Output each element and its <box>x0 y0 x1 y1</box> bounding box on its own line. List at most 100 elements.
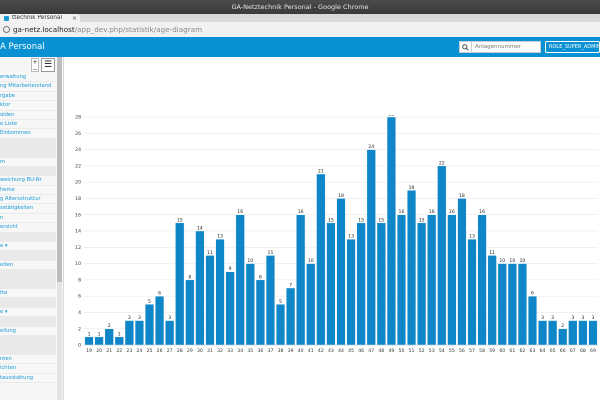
role-button[interactable]: ROLE_SUPER_ADMIN <box>545 41 600 53</box>
minus-icon: − <box>32 66 38 73</box>
close-tab-icon[interactable]: × <box>71 14 77 22</box>
browser-tab[interactable]: ttechnik Personal × <box>0 14 80 22</box>
plus-icon: + <box>32 59 38 66</box>
bar <box>376 222 386 346</box>
sidebar-item <box>0 298 56 308</box>
y-tick-label: 14 <box>75 229 81 235</box>
age-bar-chart: 0246810121416182022242628119120221122323… <box>75 115 598 354</box>
search-input[interactable] <box>472 41 541 53</box>
zoom-toggle-button[interactable]: + − <box>31 58 39 73</box>
app-brand[interactable]: A Personal <box>0 42 45 52</box>
bar <box>558 328 568 346</box>
bar <box>538 320 548 346</box>
x-tick-label: 54 <box>439 348 445 354</box>
bar-value-label: 3 <box>168 315 171 321</box>
bar-value-label: 8 <box>259 274 262 280</box>
x-tick-label: 63 <box>530 348 536 354</box>
sidebar-item[interactable]: Einkommen <box>0 129 56 139</box>
x-tick-label: 27 <box>167 348 173 354</box>
y-tick-label: 24 <box>75 147 81 153</box>
bar <box>144 304 155 346</box>
y-tick-label: 4 <box>78 310 81 316</box>
bar <box>296 214 306 346</box>
sidebar-item[interactable]: olden <box>0 111 56 120</box>
menu-toggle-button[interactable]: ☰ <box>41 58 55 72</box>
x-tick-label: 50 <box>399 348 405 354</box>
sidebar-item[interactable]: e Liste <box>0 120 56 130</box>
sidebar-item[interactable]: tausstattung <box>0 374 56 383</box>
bar <box>165 320 175 346</box>
sidebar-item[interactable]: rgabe <box>0 92 56 102</box>
sidebar-item[interactable]: erwaltung <box>0 73 56 83</box>
bar-value-label: 14 <box>197 226 203 232</box>
bar-value-label: 3 <box>591 315 594 321</box>
bar <box>114 336 124 346</box>
bar-value-label: 3 <box>581 315 584 321</box>
bar-value-label: 11 <box>489 250 495 256</box>
y-tick-label: 2 <box>78 326 81 332</box>
y-tick-label: 0 <box>78 343 81 349</box>
bar-value-label: 15 <box>419 217 425 223</box>
bar <box>517 263 527 346</box>
url-text[interactable]: ga-netz.localhost/app_dev.php/statistik/… <box>13 24 202 35</box>
sidebar-item[interactable]: ichten <box>0 364 56 374</box>
bar-value-label: 3 <box>571 315 574 321</box>
sidebar-item[interactable]: sstätigkeiten <box>0 204 56 214</box>
bar <box>588 320 598 346</box>
address-bar[interactable]: ga-netz.localhost/app_dev.php/statistik/… <box>0 22 600 38</box>
bar-value-label: 11 <box>268 250 274 256</box>
sidebar-item[interactable]: ersicht <box>0 223 56 233</box>
sidebar-scrollbar[interactable] <box>57 57 62 400</box>
bar-value-label: 9 <box>229 266 232 272</box>
bar <box>346 238 356 346</box>
bar-value-label: 16 <box>429 209 435 215</box>
x-tick-label: 57 <box>469 348 475 354</box>
bar-value-label: 1 <box>88 331 91 337</box>
sidebar-item[interactable]: eiten <box>0 261 56 271</box>
bar <box>437 165 447 346</box>
x-tick-label: 60 <box>499 348 505 354</box>
tab-strip: ttechnik Personal × <box>0 14 600 22</box>
bar-value-label: 3 <box>128 315 131 321</box>
y-tick-label: 22 <box>75 163 81 169</box>
sidebar-item[interactable]: nten <box>0 355 56 365</box>
bar <box>427 214 437 346</box>
x-tick-label: 31 <box>207 348 213 354</box>
bar-value-label: 16 <box>399 209 405 215</box>
sidebar-item[interactable]: n <box>0 214 56 224</box>
bar <box>548 320 558 346</box>
bar <box>356 222 366 346</box>
sidebar-item[interactable]: ktor <box>0 101 56 111</box>
sidebar-item[interactable]: eilung <box>0 327 56 336</box>
sidebar-item[interactable]: e ▾ <box>0 308 56 318</box>
page-info-icon[interactable] <box>3 26 10 33</box>
bar-value-label: 21 <box>318 169 324 175</box>
bar <box>386 116 396 346</box>
x-tick-label: 21 <box>106 348 112 354</box>
x-tick-label: 39 <box>288 348 294 354</box>
sidebar-item[interactable]: m <box>0 158 56 167</box>
sidebar-item[interactable]: heme <box>0 186 56 196</box>
sidebar-item <box>0 138 56 149</box>
bar <box>477 214 487 346</box>
x-tick-label: 19 <box>86 348 92 354</box>
bar-value-label: 10 <box>247 258 253 264</box>
bar <box>104 328 114 346</box>
x-tick-label: 51 <box>409 348 415 354</box>
search-button[interactable] <box>459 41 472 53</box>
sidebar-scrollbar-thumb[interactable] <box>57 57 62 282</box>
sidebar-item[interactable]: ng Mitarbeiterstand <box>0 82 56 92</box>
bar <box>487 255 497 346</box>
sidebar-item[interactable]: weichung BU-Nr <box>0 176 56 186</box>
bar <box>185 279 195 346</box>
sidebar-item[interactable]: tte <box>0 289 56 299</box>
bar-value-label: 7 <box>289 283 292 289</box>
app-header: A Personal ROLE_SUPER_ADMIN <box>0 37 600 57</box>
bar-value-label: 3 <box>138 315 141 321</box>
search-icon <box>462 43 469 51</box>
bar-value-label: 1 <box>98 331 101 337</box>
sidebar-item[interactable]: g Altersstruktur <box>0 195 56 205</box>
x-tick-label: 38 <box>278 348 284 354</box>
sidebar-item[interactable]: e ▾ <box>0 242 56 252</box>
bar-value-label: 15 <box>378 217 384 223</box>
